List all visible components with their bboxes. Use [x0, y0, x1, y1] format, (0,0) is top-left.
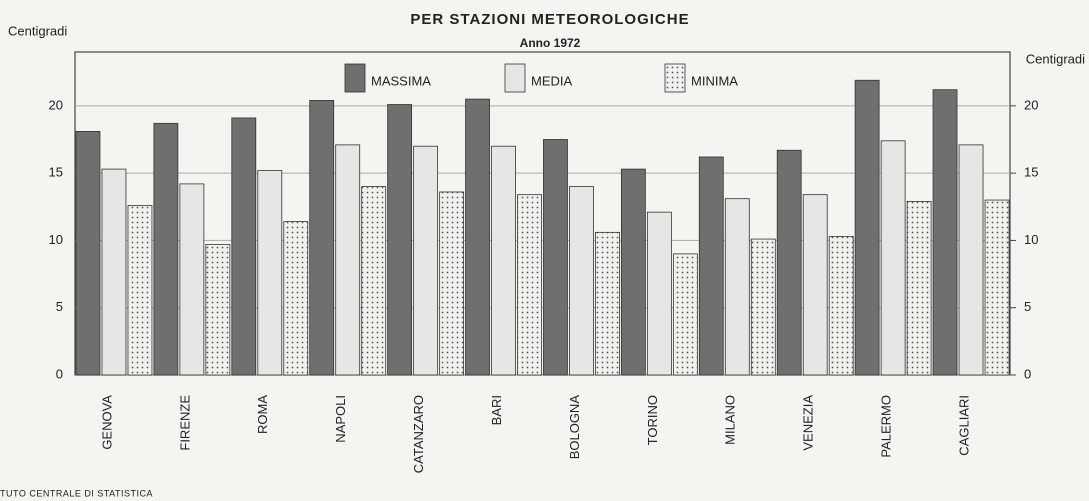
x-tick-label: TORINO	[645, 395, 660, 445]
x-tick-label: CAGLIARI	[956, 395, 971, 456]
bar	[646, 211, 672, 376]
x-tick-label: NAPOLI	[333, 395, 348, 443]
y2-tick-label: 20	[1024, 97, 1038, 112]
bar	[439, 191, 465, 376]
legend-label: MASSIMA	[371, 73, 431, 88]
y-tick-label: 0	[56, 366, 63, 381]
bar	[257, 170, 283, 376]
bar	[361, 186, 387, 376]
bar	[932, 89, 958, 376]
legend-swatch	[504, 63, 526, 93]
x-tick-label: PALERMO	[879, 395, 894, 458]
bar	[543, 139, 568, 376]
x-tick-label: BOLOGNA	[567, 395, 582, 460]
bar	[750, 238, 776, 376]
bar	[75, 131, 101, 376]
x-tick-label: CATANZARO	[411, 395, 426, 473]
bar	[828, 235, 854, 376]
bar	[413, 145, 439, 376]
y2-tick-label: 15	[1024, 165, 1038, 180]
x-tick-label: FIRENZE	[177, 395, 192, 451]
bar	[698, 156, 724, 376]
y2-tick-label: 0	[1024, 366, 1031, 381]
bar	[724, 198, 750, 376]
chart-subtitle: Anno 1972	[520, 36, 581, 50]
bar	[569, 186, 594, 376]
bar	[776, 149, 802, 376]
bar	[958, 144, 984, 376]
bar	[153, 122, 179, 376]
bar	[906, 200, 932, 376]
bar	[854, 79, 880, 376]
legend-label: MEDIA	[531, 73, 573, 88]
bar	[465, 98, 490, 376]
bar	[335, 144, 361, 376]
legend-label: MINIMA	[691, 73, 738, 88]
legend-swatch	[664, 63, 686, 93]
footer: TUTO CENTRALE DI STATISTICA	[0, 488, 153, 498]
y-tick-label: 10	[49, 232, 63, 247]
bar	[101, 168, 127, 376]
bar	[309, 100, 335, 376]
bar	[283, 221, 309, 376]
y2-tick-label: 5	[1024, 299, 1031, 314]
bar	[491, 145, 516, 376]
y-tick-label: 20	[49, 97, 63, 112]
bar	[672, 253, 698, 376]
bar	[517, 194, 542, 376]
chart-title: PER STAZIONI METEOROLOGICHE	[410, 11, 689, 28]
bar	[620, 168, 646, 376]
bar	[387, 104, 413, 376]
bar	[880, 140, 906, 376]
y-tick-label: 15	[49, 165, 63, 180]
bar	[595, 231, 620, 376]
bar	[205, 244, 231, 376]
y-axis-label: Centigradi	[8, 23, 67, 38]
y2-axis-label: Centigradi	[1026, 51, 1085, 66]
x-tick-label: MILANO	[723, 395, 738, 445]
x-tick-label: ROMA	[255, 395, 270, 434]
bar	[179, 183, 205, 376]
y2-tick-label: 10	[1024, 232, 1038, 247]
bar	[127, 205, 153, 376]
bar	[984, 199, 1010, 376]
x-tick-label: BARI	[489, 395, 504, 425]
y-tick-label: 5	[56, 299, 63, 314]
x-tick-label: VENEZIA	[801, 395, 816, 451]
x-tick-label: GENOVA	[99, 395, 114, 450]
bar	[802, 194, 828, 376]
legend-swatch	[344, 63, 366, 93]
bar	[231, 117, 257, 376]
